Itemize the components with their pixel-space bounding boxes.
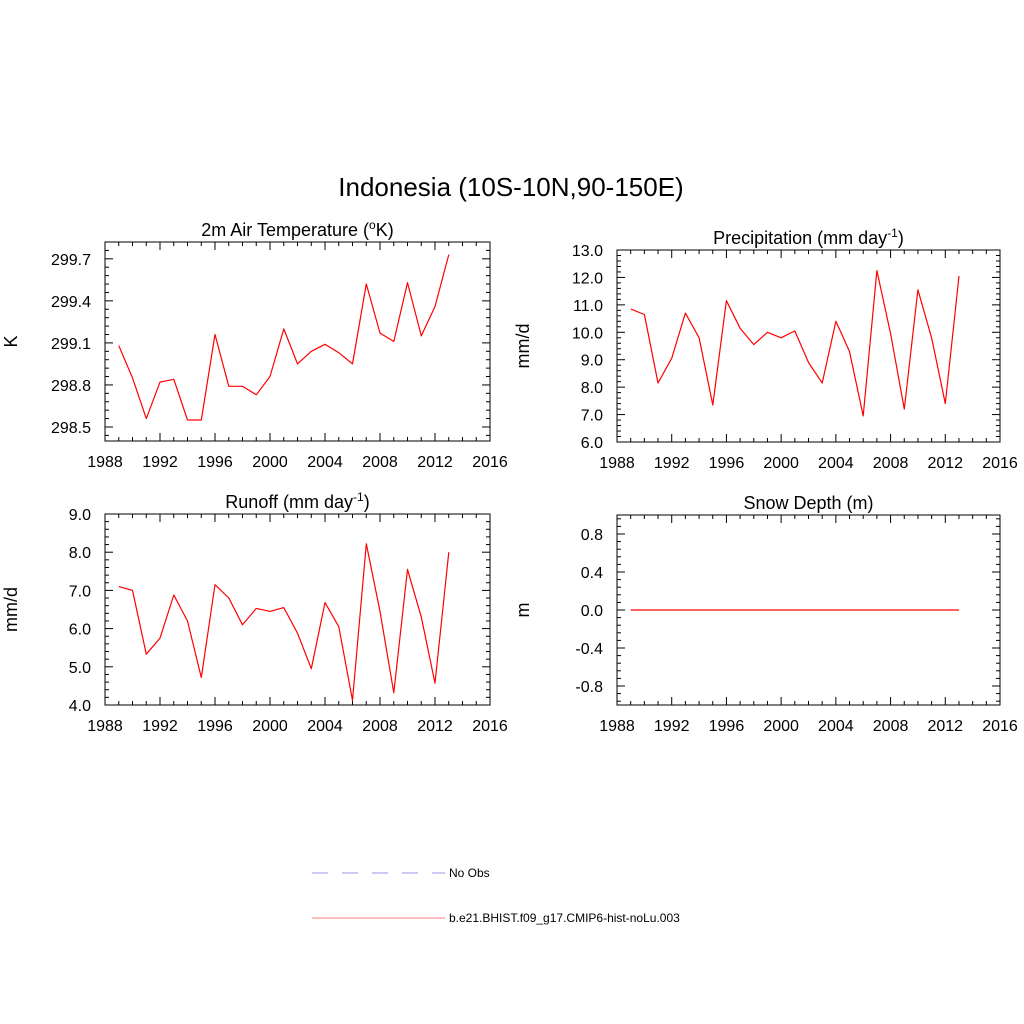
series-line [630, 270, 960, 417]
panel-snow-depth: 1988 1992 1996 2000 2004 2008 2012 2016 -0.8 -0.4… [513, 493, 1018, 735]
x-tick-label: 2008 [873, 718, 909, 735]
panel-title: 2m Air Temperature (oK) [201, 218, 393, 240]
x-tick-label: 1992 [142, 718, 178, 735]
x-tick-label: 2000 [252, 454, 288, 471]
y-tick-label: 8.0 [69, 545, 91, 562]
x-tick-label: 1988 [599, 455, 635, 472]
y-tick-label: 8.0 [581, 380, 603, 397]
x-tick-label: 2008 [362, 454, 398, 471]
legend: No Obs b.e21.BHIST.f09_g17.CMIP6-hist-no… [312, 866, 680, 925]
y-tick-label: 0.8 [581, 527, 603, 544]
y-tick-label: 299.7 [51, 252, 91, 269]
x-tick-label: 1996 [709, 455, 745, 472]
x-tick-label: 1996 [197, 718, 233, 735]
panels-group: 1988 1992 1996 2000 2004 2008 2012 2016 298.5 298… [1, 218, 1018, 735]
y-tick-label: 11.0 [573, 298, 603, 315]
y-tick-label: 0.0 [581, 603, 603, 620]
panel-title: Snow Depth (m) [743, 493, 873, 513]
x-tick-label: 2008 [873, 455, 909, 472]
y-tick-label: 0.4 [581, 565, 603, 582]
panel-title: Precipitation (mm day-1) [713, 226, 904, 248]
y-axis-label: m [513, 603, 533, 618]
x-tick-label: 2016 [982, 455, 1018, 472]
x-tick-label: 1996 [709, 718, 745, 735]
x-tick-label: 2000 [252, 718, 288, 735]
y-tick-label: 13.0 [572, 243, 603, 260]
x-tick-label: 1996 [197, 454, 233, 471]
x-tick-label: 1992 [142, 454, 178, 471]
y-tick-label: 299.4 [51, 294, 91, 311]
y-axis-label: K [1, 335, 21, 347]
y-tick-label: -0.4 [575, 641, 603, 658]
x-tick-label: 1992 [654, 718, 690, 735]
x-tick-label: 2012 [927, 718, 963, 735]
plot-frame [104, 513, 491, 706]
x-tick-label: 2012 [417, 454, 453, 471]
y-tick-label: 299.1 [51, 336, 91, 353]
panel-precipitation: 1988 1992 1996 2000 2004 2008 2012 2016 6.0 7.0 8.… [513, 226, 1018, 472]
x-tick-label: 2004 [818, 455, 854, 472]
y-tick-label: 9.0 [581, 353, 603, 370]
legend-label-model: b.e21.BHIST.f09_g17.CMIP6-hist-noLu.003 [449, 911, 680, 925]
x-tick-label: 2000 [763, 718, 799, 735]
panel-title: Runoff (mm day-1) [225, 490, 369, 512]
y-tick-label: 298.5 [51, 420, 91, 437]
figure-title: Indonesia (10S-10N,90-150E) [338, 172, 683, 202]
x-tick-label: 2012 [927, 455, 963, 472]
x-tick-label: 2016 [982, 718, 1018, 735]
y-axis-label: mm/d [1, 587, 21, 632]
series-line [118, 543, 450, 702]
y-tick-label: 7.0 [581, 408, 603, 425]
series-line [118, 254, 450, 421]
x-tick-label: 2000 [763, 455, 799, 472]
plot-frame [104, 241, 491, 442]
panel-temperature: 1988 1992 1996 2000 2004 2008 2012 2016 298.5 298… [1, 218, 508, 471]
y-tick-label: 9.0 [69, 507, 91, 524]
legend-label-no-obs: No Obs [449, 866, 490, 880]
y-tick-label: 5.0 [69, 660, 91, 677]
y-tick-label: 10.0 [572, 325, 603, 342]
x-tick-label: 2008 [362, 718, 398, 735]
y-tick-label: 298.8 [51, 378, 91, 395]
x-tick-label: 2004 [307, 718, 343, 735]
x-tick-label: 2004 [818, 718, 854, 735]
y-tick-label: 6.0 [581, 435, 603, 452]
x-tick-label: 2016 [472, 454, 508, 471]
x-tick-label: 2012 [417, 718, 453, 735]
y-tick-label: 7.0 [69, 583, 91, 600]
plot-frame [616, 249, 1001, 443]
x-tick-label: 1992 [654, 455, 690, 472]
y-axis-label: mm/d [513, 324, 533, 369]
x-tick-label: 2016 [472, 718, 508, 735]
y-tick-label: 4.0 [69, 698, 91, 715]
x-tick-label: 1988 [87, 454, 123, 471]
x-tick-label: 1988 [599, 718, 635, 735]
x-tick-label: 1988 [87, 718, 123, 735]
y-tick-label: 6.0 [69, 622, 91, 639]
panel-runoff: 1988 1992 1996 2000 2004 2008 2012 2016 4.0 5.0 6.… [1, 490, 508, 735]
y-tick-label: 12.0 [572, 270, 603, 287]
x-tick-label: 2004 [307, 454, 343, 471]
y-tick-label: -0.8 [575, 679, 603, 696]
